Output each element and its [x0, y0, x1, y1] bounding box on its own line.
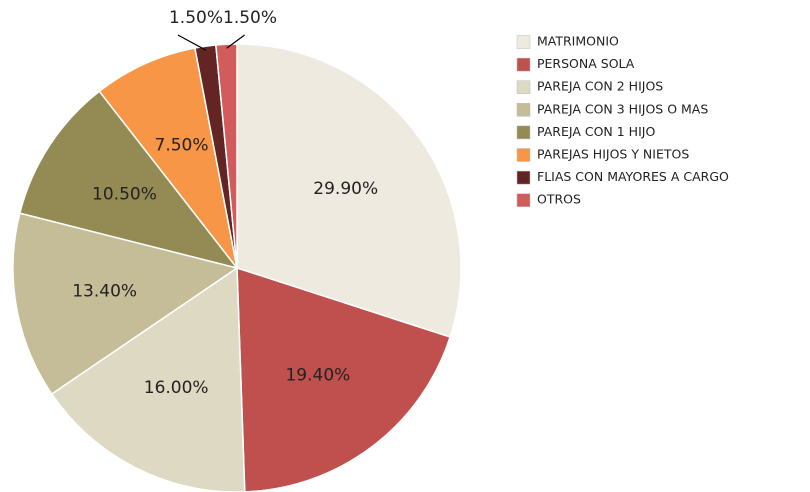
legend-label: FLIAS CON MAYORES A CARGO — [537, 169, 729, 184]
data-label: 13.40% — [72, 281, 137, 301]
pie-slice — [236, 266, 452, 492]
legend-label: MATRIMONIO — [537, 34, 619, 49]
legend-swatch — [516, 170, 531, 185]
pie-slice — [215, 43, 238, 269]
legend-swatch — [516, 80, 531, 94]
legend-label: PAREJA CON 3 HIJOS O MAS — [537, 101, 708, 116]
data-label: 19.40% — [285, 365, 350, 385]
data-label: 7.50% — [155, 136, 209, 156]
legend-label: PAREJA CON 2 HIJOS — [537, 79, 663, 94]
legend-swatch — [516, 35, 531, 49]
pie-slice — [12, 212, 239, 395]
pie-slice — [18, 90, 239, 270]
data-label: 29.90% — [313, 179, 378, 199]
legend-label: OTROS — [537, 192, 581, 207]
data-label: 16.00% — [144, 378, 209, 398]
pie-slice — [236, 43, 462, 339]
legend-swatch — [516, 57, 531, 72]
data-label: 10.50% — [92, 185, 157, 205]
legend-label: PERSONA SOLA — [537, 56, 635, 71]
data-label: 1.50% — [169, 8, 223, 28]
legend-swatch — [516, 148, 531, 162]
leader-line — [226, 34, 245, 49]
legend-swatch — [516, 193, 531, 207]
data-label: 1.50% — [223, 8, 277, 28]
legend-label: PAREJA CON 1 HIJO — [537, 124, 655, 139]
legend-swatch — [516, 125, 531, 140]
leader-line — [177, 34, 207, 51]
legend-label: PAREJAS HIJOS Y NIETOS — [537, 147, 689, 162]
legend-swatch — [516, 103, 531, 117]
pie-slice — [98, 47, 238, 269]
